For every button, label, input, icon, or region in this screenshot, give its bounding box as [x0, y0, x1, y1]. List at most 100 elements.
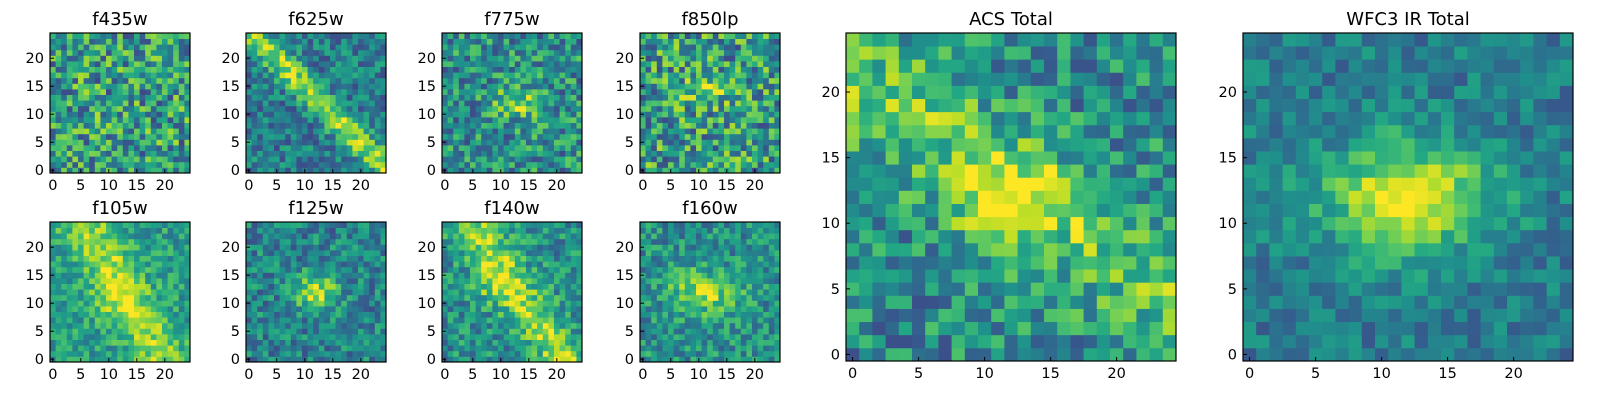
heatmap-cell	[83, 128, 90, 135]
heatmap-cell	[330, 311, 336, 318]
heatmap-cell	[464, 72, 471, 79]
heatmap-cell	[559, 122, 566, 129]
heatmap-cell	[128, 322, 135, 329]
heatmap-cell	[296, 83, 303, 90]
heatmap-cell	[752, 339, 758, 346]
heatmap-cell	[66, 283, 73, 290]
heatmap-cell	[712, 150, 719, 157]
heatmap-cell	[66, 38, 73, 45]
heatmap-cell	[565, 111, 572, 118]
heatmap-cell	[178, 145, 185, 151]
heatmap-cell	[531, 266, 538, 273]
heatmap-cell	[369, 339, 376, 346]
heatmap-cell	[570, 94, 577, 101]
heatmap-cell	[156, 311, 163, 318]
heatmap-cell	[447, 222, 454, 228]
heatmap-cell	[690, 66, 697, 73]
heatmap-cell	[514, 150, 521, 157]
heatmap-cell	[542, 350, 549, 357]
heatmap-cell	[346, 133, 353, 140]
heatmap-cell	[268, 255, 275, 262]
heatmap-cell	[548, 72, 555, 79]
heatmap-cell	[139, 117, 146, 123]
heatmap-cell	[774, 356, 781, 363]
heatmap-cell	[447, 145, 454, 151]
heatmap-cell	[262, 294, 269, 301]
heatmap-cell	[134, 33, 140, 39]
heatmap-cell	[358, 150, 364, 157]
heatmap-cell	[369, 255, 376, 262]
heatmap-cell	[66, 77, 73, 84]
heatmap-cell	[679, 339, 686, 346]
heatmap-cell	[576, 122, 583, 129]
heatmap-cell	[341, 356, 348, 363]
heatmap-cell	[346, 89, 353, 95]
heatmap-cell	[139, 322, 146, 329]
heatmap-cell	[318, 328, 325, 335]
heatmap-cell	[66, 156, 73, 163]
heatmap-cell	[251, 322, 258, 329]
heatmap-cell	[89, 328, 96, 335]
heatmap-cell	[106, 156, 112, 163]
heatmap-cell	[498, 250, 504, 256]
heatmap-cell	[94, 94, 101, 101]
heatmap-cell	[746, 339, 753, 346]
heatmap-cell	[548, 250, 555, 256]
heatmap-cell	[503, 334, 510, 340]
heatmap-cell	[537, 128, 544, 135]
heatmap-cell	[313, 139, 320, 146]
heatmap-cell	[100, 61, 107, 67]
heatmap-cell	[548, 122, 555, 129]
heatmap-cell	[117, 161, 124, 168]
heatmap-cell	[554, 145, 560, 151]
heatmap-cell	[61, 306, 68, 312]
heatmap-cell	[302, 139, 308, 146]
heatmap-cell	[341, 233, 348, 240]
heatmap-cell	[346, 38, 353, 45]
heatmap-cell	[285, 289, 292, 296]
heatmap-cell	[662, 66, 669, 73]
heatmap-cell	[89, 33, 96, 39]
heatmap-cell	[358, 133, 364, 140]
heatmap-cell	[285, 261, 292, 268]
heatmap-cell	[156, 94, 163, 101]
heatmap-cell	[318, 238, 325, 245]
heatmap-cell	[274, 100, 280, 107]
heatmap-cell	[89, 44, 96, 51]
heatmap-cell	[481, 161, 488, 168]
heatmap-cell	[673, 322, 680, 329]
heatmap-cell	[162, 255, 168, 262]
heatmap-cell	[150, 139, 157, 146]
heatmap-cell	[61, 261, 68, 268]
heatmap-cell	[363, 227, 370, 234]
heatmap-cell	[296, 261, 303, 268]
heatmap-cell	[447, 156, 454, 163]
heatmap-cell	[313, 350, 320, 357]
heatmap-cell	[156, 33, 163, 39]
heatmap-cell	[279, 167, 286, 174]
heatmap-cell	[274, 139, 280, 146]
heatmap-cell	[61, 322, 68, 329]
heatmap-cell	[55, 311, 62, 318]
heatmap-cell	[78, 156, 84, 163]
x-axis: 0 5 10 15 20	[244, 358, 370, 383]
heatmap-cell	[78, 300, 84, 307]
heatmap-cell	[774, 289, 781, 296]
heatmap-cell	[55, 150, 62, 157]
heatmap-cell	[139, 283, 146, 290]
heatmap-cell	[134, 294, 140, 301]
heatmap-cell	[285, 83, 292, 90]
heatmap-cell	[542, 94, 549, 101]
heatmap-cell	[537, 345, 544, 352]
heatmap-cell	[470, 77, 476, 84]
heatmap-cell	[324, 283, 331, 290]
heatmap-cell	[696, 55, 702, 62]
heatmap-cell	[100, 345, 107, 352]
heatmap-cell	[442, 317, 448, 324]
heatmap-cell	[346, 49, 353, 56]
heatmap-cells	[442, 33, 583, 174]
heatmap-cell	[134, 38, 140, 45]
heatmap-cell	[673, 100, 680, 107]
